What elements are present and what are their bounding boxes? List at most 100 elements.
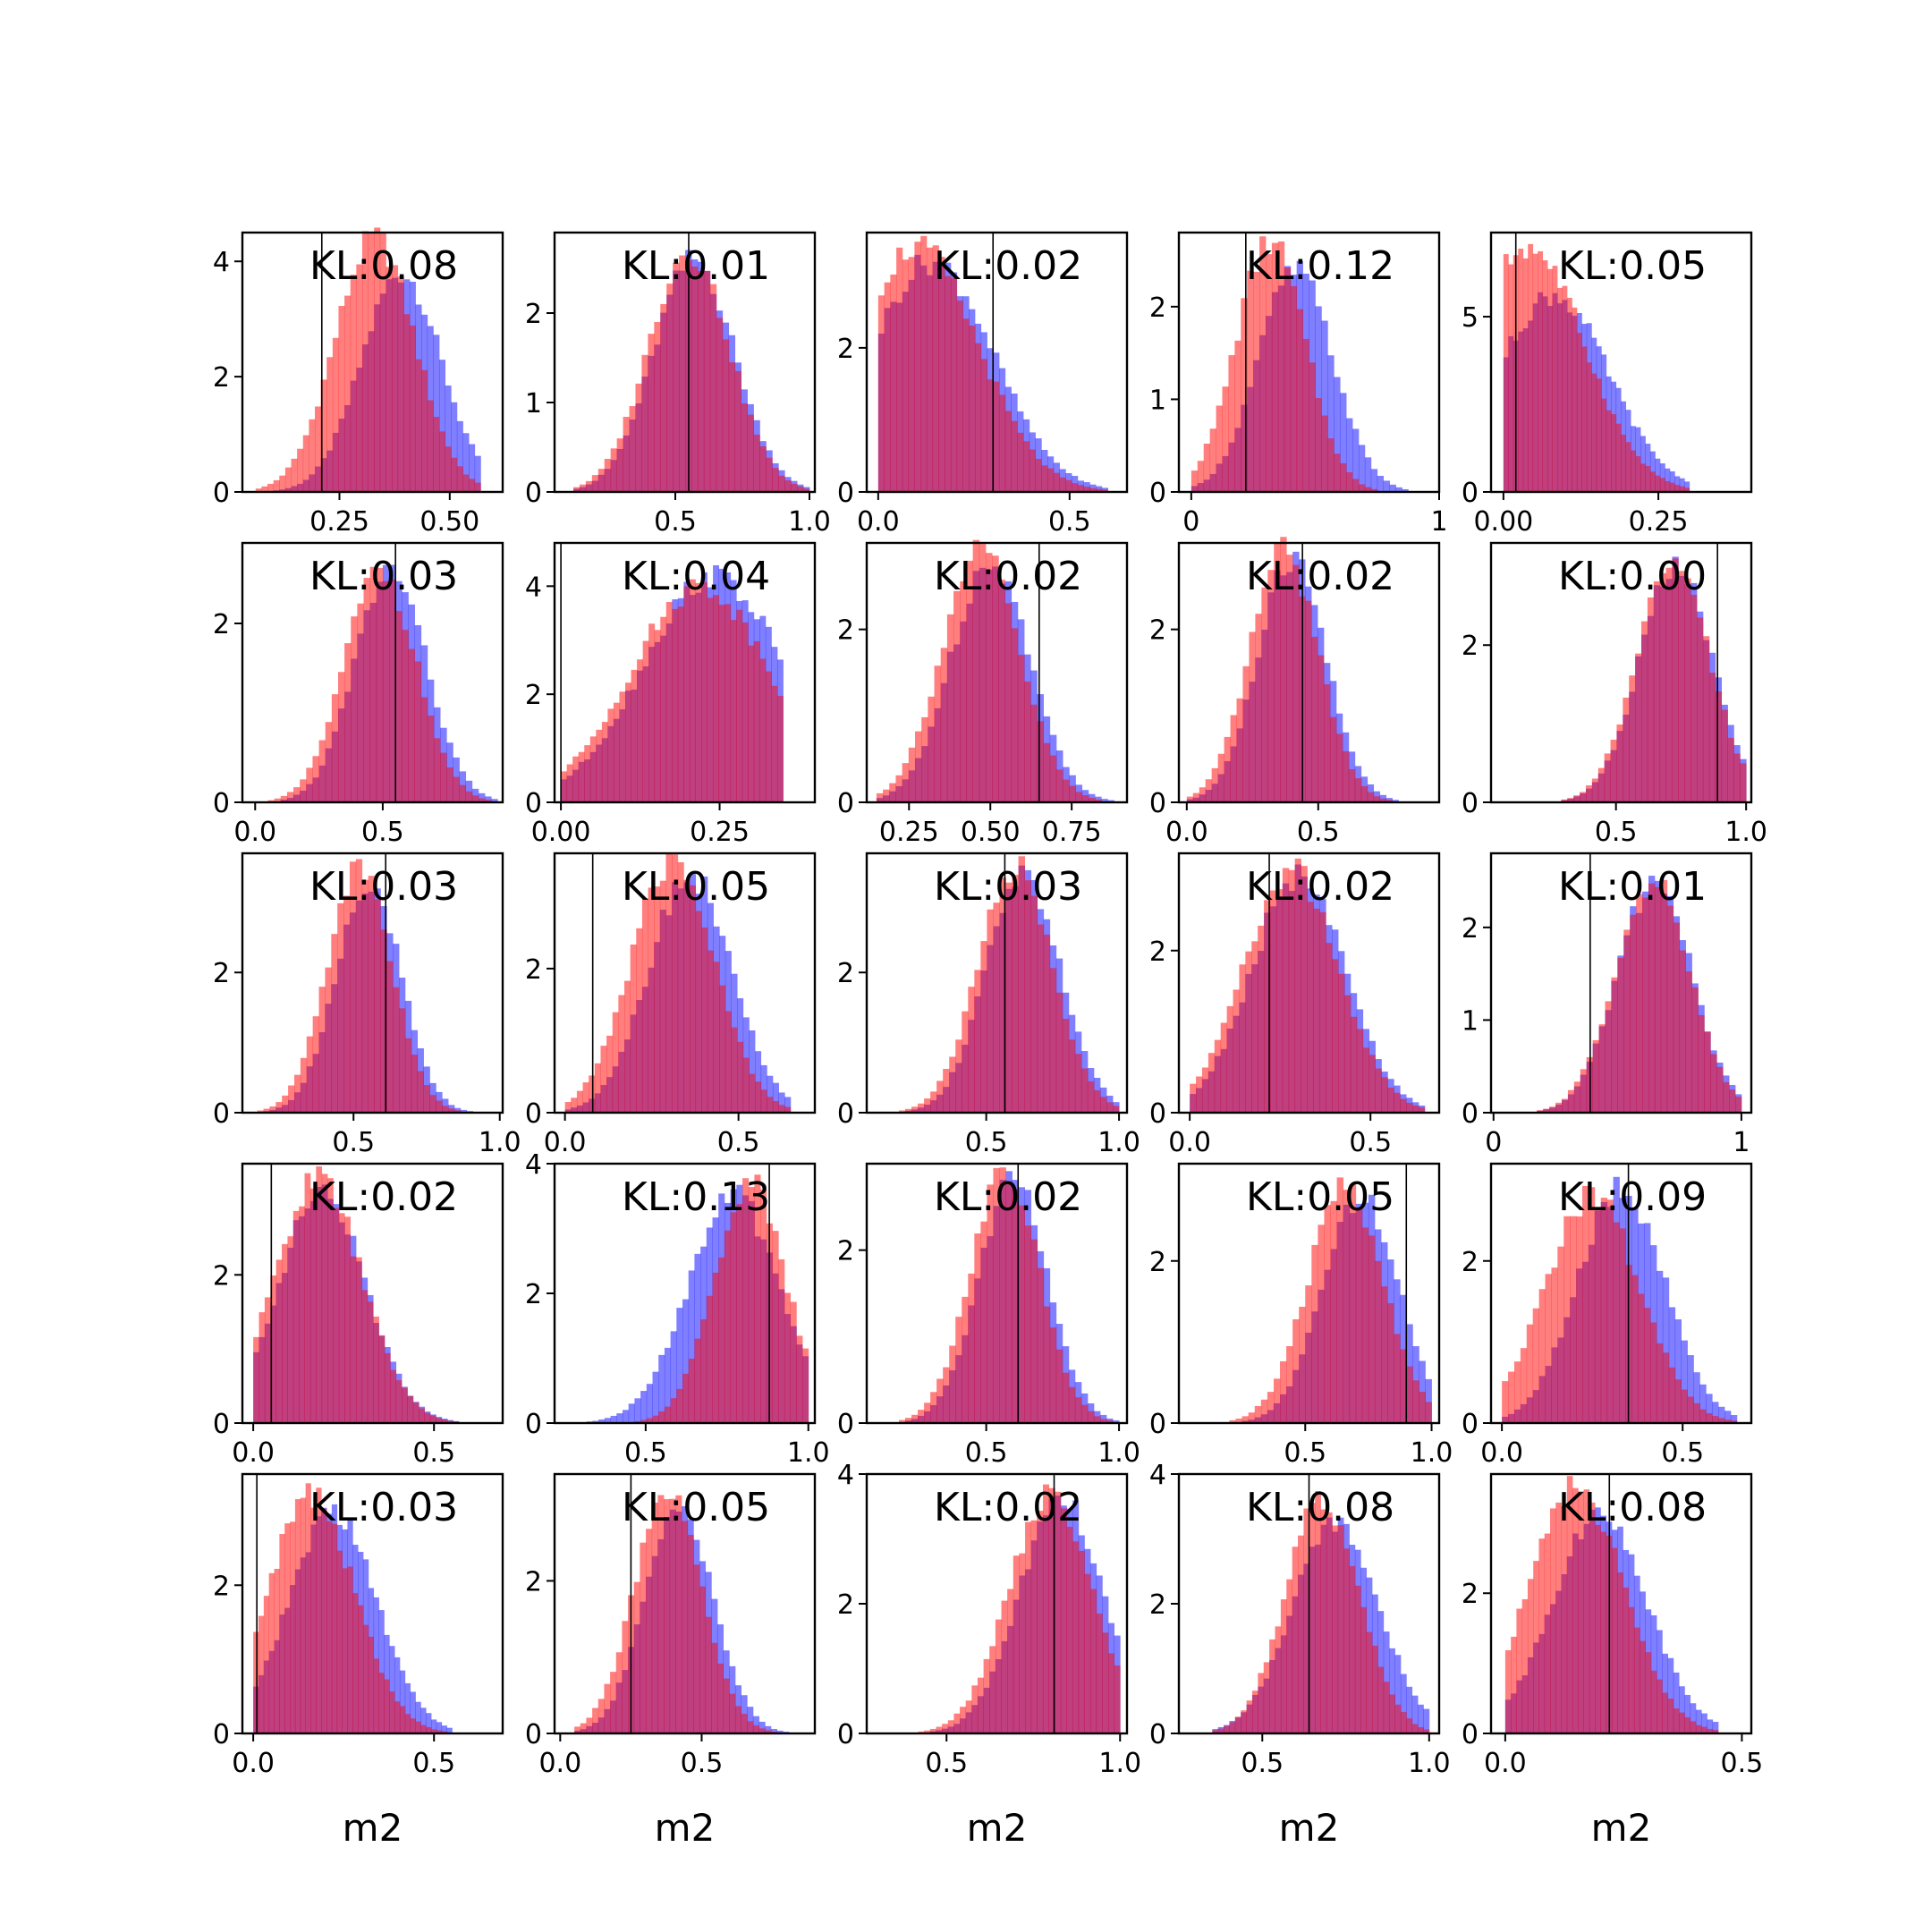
red-hist-bar	[974, 1233, 981, 1423]
axes-frame	[553, 852, 817, 1114]
red-hist-bar	[1224, 1725, 1230, 1733]
red-hist-bar	[924, 1098, 931, 1113]
red-hist-bar	[748, 645, 755, 802]
red-hist-bar	[1644, 1308, 1651, 1423]
red-hist-bar	[1526, 1324, 1534, 1423]
axes-frame	[241, 852, 504, 1114]
y-tick-label: 0	[837, 1098, 854, 1130]
axes-frame	[553, 231, 817, 494]
red-hist-bar	[1611, 414, 1617, 492]
blue-hist-bar	[1395, 487, 1402, 492]
red-hist-bar	[962, 1296, 969, 1423]
red-hist-bar	[610, 448, 618, 492]
x-tick-label: 0.00	[1473, 506, 1533, 538]
red-hist-bar	[1657, 1679, 1663, 1733]
blue-hist-bar	[1699, 1384, 1707, 1423]
red-hist-bar	[1583, 1489, 1590, 1733]
red-hist-bar	[384, 1352, 391, 1423]
red-hist-bar	[1576, 1216, 1583, 1423]
red-hist-bar	[1336, 1177, 1344, 1423]
red-hist-bar	[695, 911, 702, 1113]
red-hist-bar	[384, 1679, 390, 1733]
blue-hist-bar	[1358, 445, 1366, 492]
red-hist-bar	[427, 716, 435, 802]
blue-hist-bar	[451, 402, 458, 492]
red-hist-bar	[358, 1605, 364, 1733]
red-hist-bar	[1699, 1409, 1707, 1423]
x-tick-label: 0.50	[419, 506, 479, 538]
red-hist-bar	[965, 1700, 972, 1733]
blue-hist-bar	[1707, 1719, 1714, 1733]
red-hist-bar	[1302, 338, 1309, 492]
red-hist-bar	[1656, 1343, 1664, 1423]
red-hist-bar	[658, 1411, 665, 1423]
red-hist-bar	[1254, 1405, 1262, 1423]
red-hist-bar	[1566, 297, 1572, 492]
kl-annotation: KL:0.08	[309, 243, 458, 289]
red-hist-bar	[1066, 1527, 1073, 1733]
red-hist-bar	[1697, 617, 1704, 802]
red-hist-bar	[321, 1174, 328, 1423]
red-hist-bar	[1662, 1352, 1670, 1423]
red-hist-bar	[618, 995, 625, 1113]
red-hist-bar	[718, 605, 725, 802]
red-hist-bar	[374, 899, 381, 1113]
red-hist-bar	[911, 1106, 919, 1113]
y-tick-label: 0	[1462, 478, 1479, 509]
red-hist-bar	[949, 1345, 956, 1423]
red-hist-bar	[1209, 428, 1216, 492]
red-hist-bar	[1264, 900, 1271, 1113]
red-hist-bar	[1277, 241, 1285, 492]
x-tick-label: 1.0	[1097, 1437, 1140, 1469]
blue-hist-bar	[1712, 1722, 1719, 1733]
red-hist-bar	[337, 672, 345, 802]
red-hist-bar	[736, 1204, 743, 1423]
x-tick-label: 0.0	[1484, 1748, 1527, 1779]
blue-hist-bar	[1690, 1703, 1697, 1733]
blue-hist-bar	[670, 1331, 677, 1423]
red-hist-bar	[722, 339, 730, 492]
red-hist-bar	[368, 876, 375, 1113]
red-hist-bar	[361, 879, 369, 1113]
red-hist-bar	[1419, 1391, 1426, 1423]
red-hist-bar	[312, 1016, 319, 1113]
red-hist-bar	[1088, 798, 1096, 802]
red-hist-bar	[362, 1624, 369, 1733]
red-hist-bar	[1220, 1022, 1227, 1113]
red-hist-bar	[1685, 971, 1692, 1113]
y-tick-label: 2	[525, 1566, 542, 1597]
red-hist-bar	[441, 1419, 448, 1423]
red-hist-bar	[1087, 1080, 1095, 1113]
blue-hist-bar	[1406, 1686, 1413, 1733]
red-hist-bar	[442, 1106, 449, 1113]
blue-hist-bar	[772, 1082, 779, 1113]
red-hist-bar	[1549, 1106, 1556, 1113]
red-hist-bar	[694, 1338, 701, 1423]
red-hist-bar	[316, 1487, 322, 1733]
red-hist-bar	[436, 1730, 443, 1733]
red-hist-bar	[926, 247, 934, 492]
red-hist-bar	[1280, 1360, 1287, 1423]
axes-frame	[241, 1162, 504, 1425]
red-hist-bar	[1673, 1708, 1680, 1733]
red-hist-bar	[1385, 800, 1393, 802]
red-hist-bar	[1412, 1380, 1419, 1423]
red-hist-bar	[1518, 248, 1524, 492]
red-hist-bar	[778, 1258, 785, 1423]
x-tick-label: 1.0	[1408, 1748, 1451, 1779]
red-hist-bar	[355, 859, 363, 1113]
red-hist-bar	[998, 394, 1006, 492]
red-hist-bar	[1024, 880, 1032, 1113]
blue-hist-bar	[1679, 1686, 1685, 1733]
red-hist-bar	[1253, 271, 1260, 492]
red-hist-bar	[962, 1011, 969, 1113]
red-hist-bar	[707, 597, 714, 802]
red-hist-bar	[1249, 631, 1256, 802]
y-tick-label: 0	[1462, 788, 1479, 819]
panel-1-5: 0 5 0.00 0.25 KL:0.05	[1462, 231, 1753, 538]
red-hist-bar	[402, 1387, 408, 1423]
axes-frame	[865, 1162, 1129, 1425]
red-hist-bar	[1354, 1585, 1361, 1733]
blue-hist-bar	[1655, 458, 1661, 492]
y-tick-label: 0	[837, 1719, 854, 1750]
